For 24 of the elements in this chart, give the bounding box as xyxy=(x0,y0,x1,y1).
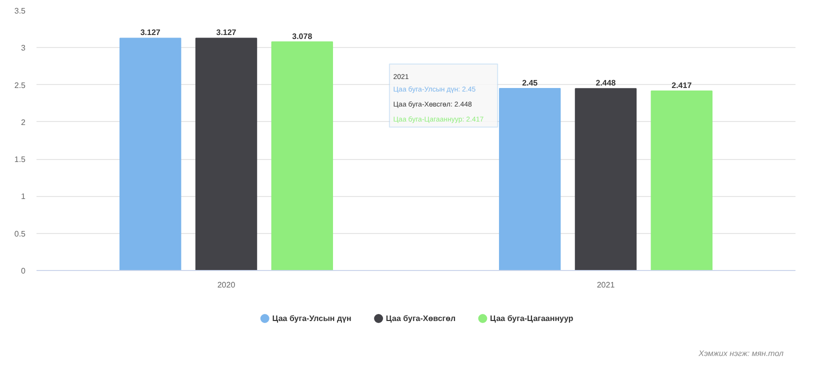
bar xyxy=(574,88,637,270)
y-tick-label: 3 xyxy=(21,44,26,53)
text: Хэмжих нэгж: мян.тол xyxy=(698,349,784,358)
x-tick-label: 2020 xyxy=(217,280,236,290)
data-label: 3.078 xyxy=(292,32,313,41)
bar xyxy=(119,38,182,270)
bar xyxy=(195,38,258,270)
legend-label: Цаа буга-Хөвсгөл xyxy=(386,314,456,323)
legend-label: Цаа буга-Улсын дүн xyxy=(272,314,352,323)
y-tick-label: 2.5 xyxy=(14,80,26,90)
data-label: 2.417 xyxy=(672,80,692,90)
data-label: 2.45 xyxy=(522,78,538,88)
y-tick-label: 1 xyxy=(21,192,26,202)
y-tick-label: 2 xyxy=(21,118,26,127)
y-tick-label: 3.5 xyxy=(14,6,26,16)
y-tick-label: 0.5 xyxy=(14,229,26,238)
data-label: 2.448 xyxy=(596,78,616,88)
y-tick-label: 0 xyxy=(21,266,26,276)
data-label: 3.127 xyxy=(216,28,237,38)
bar xyxy=(271,41,334,270)
data-label: 3.127 xyxy=(140,28,161,38)
legend-label: Цаа буга-Цагааннуур xyxy=(490,314,574,323)
y-tick-label: 1.5 xyxy=(14,155,26,164)
bar xyxy=(650,90,713,270)
